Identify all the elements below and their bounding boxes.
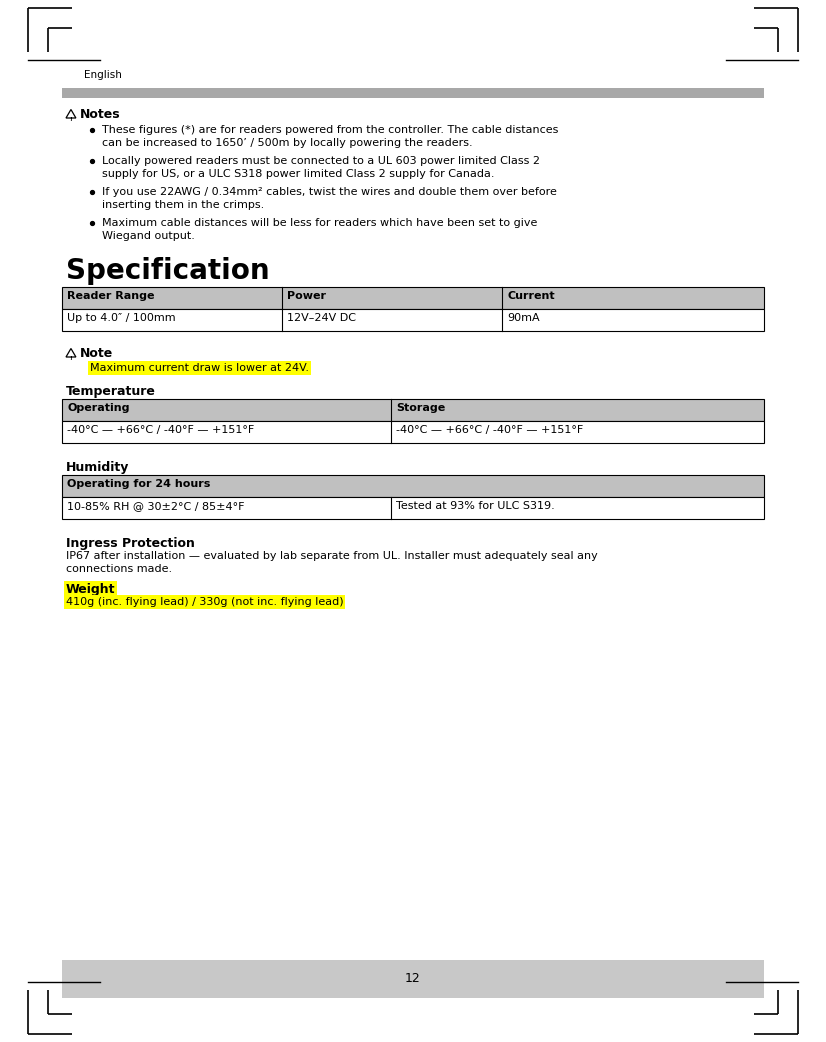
Text: Storage: Storage (396, 403, 445, 413)
Bar (62, 475, 764, 497)
Text: Up to 4.0″ / 100mm: Up to 4.0″ / 100mm (67, 313, 176, 323)
Text: Power: Power (287, 291, 326, 301)
Text: If you use 22AWG / 0.34mm² cables, twist the wires and double them over before: If you use 22AWG / 0.34mm² cables, twist… (102, 187, 557, 197)
Text: -40°C — +66°C / -40°F — +151°F: -40°C — +66°C / -40°F — +151°F (67, 425, 254, 435)
Bar (62, 421, 764, 443)
Text: Note: Note (80, 347, 113, 359)
Text: connections made.: connections made. (66, 564, 172, 574)
Text: Specification: Specification (66, 257, 269, 286)
Bar (62, 287, 764, 309)
Text: can be increased to 1650’ / 500m by locally powering the readers.: can be increased to 1650’ / 500m by loca… (102, 138, 472, 148)
Text: 12: 12 (405, 972, 421, 985)
Bar (62, 309, 764, 331)
Text: Current: Current (507, 291, 554, 301)
Text: Wiegand output.: Wiegand output. (102, 231, 195, 241)
Text: IP67 after installation — evaluated by lab separate from UL. Installer must adeq: IP67 after installation — evaluated by l… (66, 551, 598, 561)
Text: 90mA: 90mA (507, 313, 539, 323)
Text: supply for US, or a ULC S318 power limited Class 2 supply for Canada.: supply for US, or a ULC S318 power limit… (102, 169, 495, 179)
Bar (62, 88, 764, 98)
Text: !: ! (69, 117, 73, 122)
Text: Tested at 93% for ULC S319.: Tested at 93% for ULC S319. (396, 501, 555, 511)
Text: Weight: Weight (66, 584, 116, 596)
Text: Operating for 24 hours: Operating for 24 hours (67, 479, 211, 489)
Text: Locally powered readers must be connected to a UL 603 power limited Class 2: Locally powered readers must be connecte… (102, 156, 540, 166)
Text: !: ! (69, 356, 73, 361)
Bar (62, 399, 764, 421)
Text: English: English (84, 70, 122, 80)
Polygon shape (66, 348, 76, 357)
Polygon shape (66, 109, 76, 118)
Text: 410g (inc. flying lead) / 330g (not inc. flying lead): 410g (inc. flying lead) / 330g (not inc.… (66, 597, 344, 607)
Text: Notes: Notes (80, 108, 121, 121)
Text: Maximum cable distances will be less for readers which have been set to give: Maximum cable distances will be less for… (102, 218, 538, 228)
Text: These figures (*) are for readers powered from the controller. The cable distanc: These figures (*) are for readers powere… (102, 125, 558, 135)
Text: Maximum current draw is lower at 24V.: Maximum current draw is lower at 24V. (90, 363, 309, 373)
Text: 10-85% RH @ 30±2°C / 85±4°F: 10-85% RH @ 30±2°C / 85±4°F (67, 501, 244, 511)
Text: Ingress Protection: Ingress Protection (66, 537, 195, 550)
Text: -40°C — +66°C / -40°F — +151°F: -40°C — +66°C / -40°F — +151°F (396, 425, 583, 435)
Text: Humidity: Humidity (66, 461, 130, 474)
Text: Temperature: Temperature (66, 384, 156, 398)
Text: inserting them in the crimps.: inserting them in the crimps. (102, 200, 264, 210)
Text: Operating: Operating (67, 403, 130, 413)
Bar (62, 497, 764, 519)
Text: 12V–24V DC: 12V–24V DC (287, 313, 356, 323)
Bar (62, 960, 764, 998)
Text: Reader Range: Reader Range (67, 291, 154, 301)
